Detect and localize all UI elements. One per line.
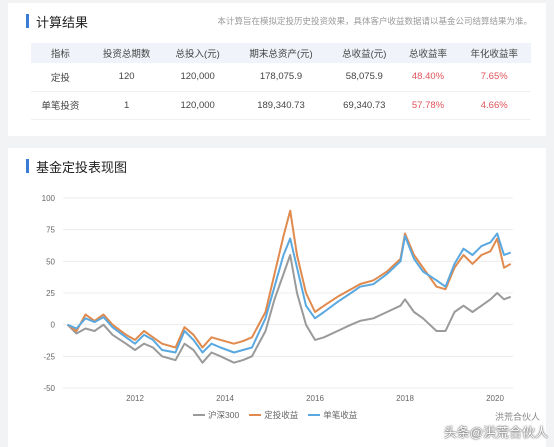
line-chart[interactable]: 100 75 50 25 0 -25 -50 2012 2014 2016 2018 2020 [8,188,546,408]
watermark: 头条@洪荒合伙人 [443,425,548,440]
legend-item[interactable]: 单笔收益 [308,409,357,421]
y-tick-label: 100 [42,194,56,203]
legend-swatch [249,414,262,416]
table-cell: 58,075.9 [329,63,399,92]
section-marker [26,159,29,173]
table-cell: 189,340.73 [231,91,330,120]
y-tick-label: 0 [51,321,56,330]
series-line [66,254,512,364]
table-cell: 4.66% [457,91,531,120]
legend-label: 沪深300 [208,410,240,420]
table-cell: 120 [89,63,164,92]
y-tick-label: 25 [46,289,55,298]
y-tick-label: 75 [46,226,55,235]
legend-label: 定投收益 [264,410,299,420]
x-tick-label: 2016 [306,394,324,403]
col-header: 总投入(元) [163,43,232,63]
legend-swatch [308,414,321,416]
col-header: 年化收益率 [457,43,531,63]
table-cell: 69,340.73 [329,91,399,120]
col-header: 期末总资产(元) [231,43,330,63]
results-table: 指标 投资总期数 总投入(元) 期末总资产(元) 总收益(元) 总收益率 年化收… [31,43,531,120]
y-tick-label: -25 [43,352,55,361]
disclaimer-note: 本计算旨在模拟定投历史投资效果，具体客户收益数据请以基金公司结算结果为准。 [217,16,532,26]
legend-item[interactable]: 定投收益 [249,409,298,421]
series-line [66,209,512,349]
chart-area[interactable]: 100 75 50 25 0 -25 -50 2012 2014 2016 2018 2020 [8,188,546,428]
x-tick-label: 2012 [126,394,144,403]
table-cell: 1 [89,91,164,120]
table-cell: 120,000 [163,91,232,120]
y-tick-label: 50 [46,257,55,266]
table-row: 定投 120 120,000 178,075.9 58,075.9 48.40%… [31,63,531,92]
summary-title: 计算结果 [36,14,89,30]
x-tick-label: 2020 [486,394,504,403]
x-tick-label: 2014 [216,394,234,403]
legend-swatch [193,414,205,416]
table-cell: 定投 [31,63,90,92]
table-cell: 178,075.9 [231,63,330,92]
summary-header: 计算结果 [26,13,89,30]
chart-header: 基金定投表现图 [26,158,128,175]
y-tick-label: -50 [43,384,55,393]
legend-item[interactable]: 沪深300 [193,409,239,421]
summary-card: 计算结果 本计算旨在模拟定投历史投资效果，具体客户收益数据请以基金公司结算结果为… [8,3,546,136]
col-header: 总收益(元) [329,43,399,63]
col-header: 指标 [31,43,90,63]
chart-card: 基金定投表现图 100 75 50 25 0 -25 -50 2012 2014 2016 2018… [8,148,546,447]
table-cell: 7.65% [457,63,531,92]
chart-title: 基金定投表现图 [36,159,128,175]
section-marker [26,14,29,28]
series-line [67,232,512,354]
table-cell: 单笔投资 [31,91,90,120]
table-header-row: 指标 投资总期数 总投入(元) 期末总资产(元) 总收益(元) 总收益率 年化收… [31,43,531,63]
table-cell: 120,000 [163,63,232,92]
table-cell: 48.40% [398,63,458,92]
col-header: 投资总期数 [89,43,164,63]
table-row: 单笔投资 1 120,000 189,340.73 69,340.73 57.7… [31,91,531,120]
x-tick-label: 2018 [396,394,414,403]
table-cell: 57.78% [398,91,458,120]
chart-legend: 沪深300 定投收益 单笔收益 [193,409,367,421]
legend-label: 单笔收益 [323,410,358,420]
watermark-sub: 洪荒合伙人 [494,412,540,422]
col-header: 总收益率 [398,43,458,63]
